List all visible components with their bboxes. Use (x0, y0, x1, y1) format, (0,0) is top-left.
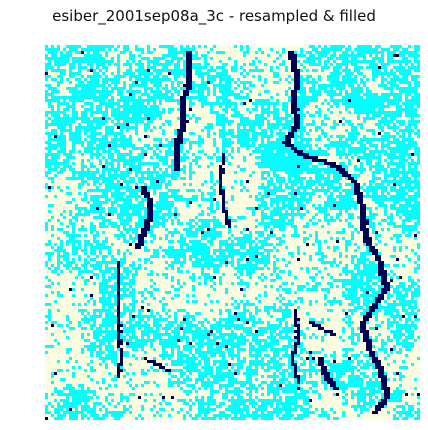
classification-raster (45, 45, 420, 420)
classification-raster-panel (45, 45, 420, 420)
figure-title: esiber_2001sep08a_3c - resampled & fille… (0, 6, 428, 26)
